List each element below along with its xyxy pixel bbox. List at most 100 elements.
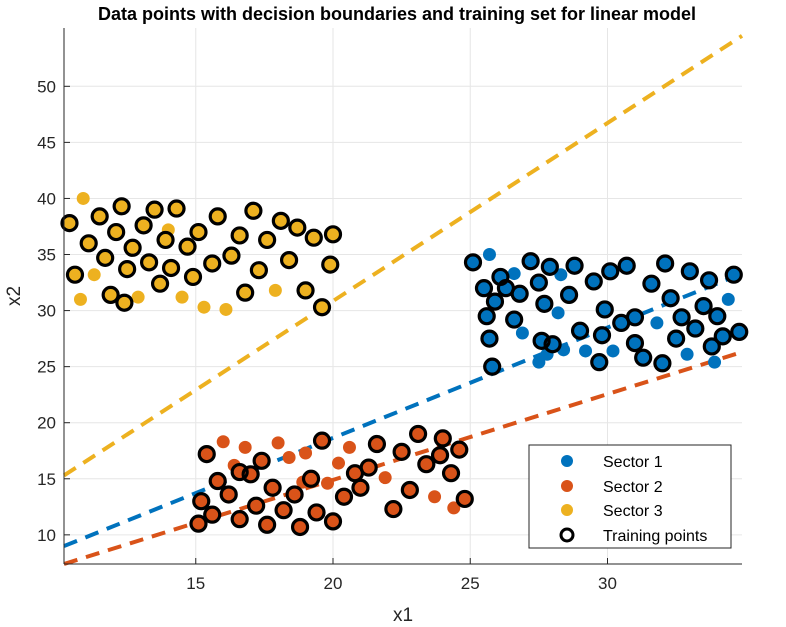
data-point-sector-2 [370,437,384,451]
training-point [661,289,680,308]
training-point [730,322,749,341]
training-point [455,489,474,509]
training-point [694,296,713,316]
data-point-sector-3 [282,253,296,267]
training-point [197,445,216,464]
data-point-sector-2 [447,501,461,515]
training-point [667,329,686,348]
data-point-sector-1 [669,332,683,346]
training-point [208,471,227,491]
data-point-sector-3 [115,199,129,213]
data-point-sector-2 [222,487,236,501]
data-point-sector-1 [485,360,499,374]
data-point-sector-3 [131,290,145,304]
data-point-sector-1 [664,291,678,305]
y-axis-label: x2 [4,286,25,306]
data-point-sector-3 [186,270,200,284]
training-point [161,258,181,278]
training-point [203,254,222,273]
data-point-sector-1 [732,325,746,339]
data-point-sector-1 [697,299,711,313]
data-point-sector-1 [644,277,658,291]
training-point [134,216,153,235]
training-point [244,201,263,220]
data-point-sector-1 [513,287,527,301]
data-point-sector-1 [655,356,669,370]
data-point-sector-3 [274,214,288,228]
data-point-sector-2 [452,443,466,457]
training-point [307,503,326,522]
data-point-sector-1 [579,344,593,358]
y-tick-label: 25 [37,358,56,377]
data-point-sector-3 [76,191,90,205]
data-point-sector-2 [266,481,280,495]
data-point-sector-3 [109,225,123,239]
data-point-sector-3 [315,300,329,314]
training-point [285,485,304,504]
data-point-sector-1 [592,355,606,369]
data-point-sector-1 [705,339,719,353]
data-point-sector-1 [524,254,538,268]
data-point-sector-1 [680,347,694,361]
training-point [271,211,290,230]
data-point-sector-1 [716,329,730,343]
training-point [288,218,307,237]
data-point-sector-3 [290,221,304,235]
training-point [441,464,461,483]
training-point [247,496,266,515]
data-point-sector-3 [197,300,211,314]
data-point-sector-1 [595,328,609,342]
data-point-sector-1 [480,309,494,323]
training-point [312,298,332,317]
data-point-sector-1 [515,326,529,340]
data-point-sector-3 [175,290,189,304]
training-point [463,253,483,272]
data-point-sector-3 [117,296,131,310]
training-point [510,284,529,303]
training-point [230,462,249,482]
training-point [642,274,661,293]
data-point-sector-1 [683,264,697,278]
data-point-sector-2 [444,466,458,480]
data-point-sector-3 [211,209,225,223]
training-point [617,256,636,275]
training-point [540,257,559,276]
training-point [592,326,612,345]
training-point [192,492,211,511]
training-point [708,307,727,326]
data-point-sector-3 [252,263,266,277]
data-point-sector-3 [68,268,82,282]
data-point-sector-3 [323,258,337,272]
training-point [601,262,620,281]
y-tick-label: 10 [37,526,56,545]
data-point-sector-2 [348,466,362,480]
data-point-sector-2 [216,435,230,449]
training-point [351,478,370,497]
training-point [183,267,203,287]
data-point-sector-2 [411,427,425,441]
data-point-sector-3 [326,227,340,241]
training-point [367,434,387,454]
data-point-sector-2 [255,454,269,468]
data-point-sector-2 [321,476,335,490]
legend-marker-training [559,527,575,543]
training-point [222,246,241,265]
training-point [713,327,732,346]
data-point-sector-1 [532,276,546,290]
data-point-sector-1 [688,322,702,336]
data-point-sector-2 [194,494,208,508]
training-point [680,262,699,281]
y-tick-label: 20 [37,414,56,433]
data-point-sector-1 [587,274,601,288]
data-point-sector-1 [532,355,546,369]
y-tick-label: 35 [37,246,56,265]
x-tick-label: 15 [186,574,205,593]
training-point [359,458,378,477]
data-point-sector-3 [98,251,112,265]
training-point [323,225,343,244]
data-point-sector-3 [93,209,107,223]
data-point-sector-3 [192,225,206,239]
training-point [96,248,115,267]
data-point-sector-3 [159,233,173,247]
training-point [702,337,721,356]
